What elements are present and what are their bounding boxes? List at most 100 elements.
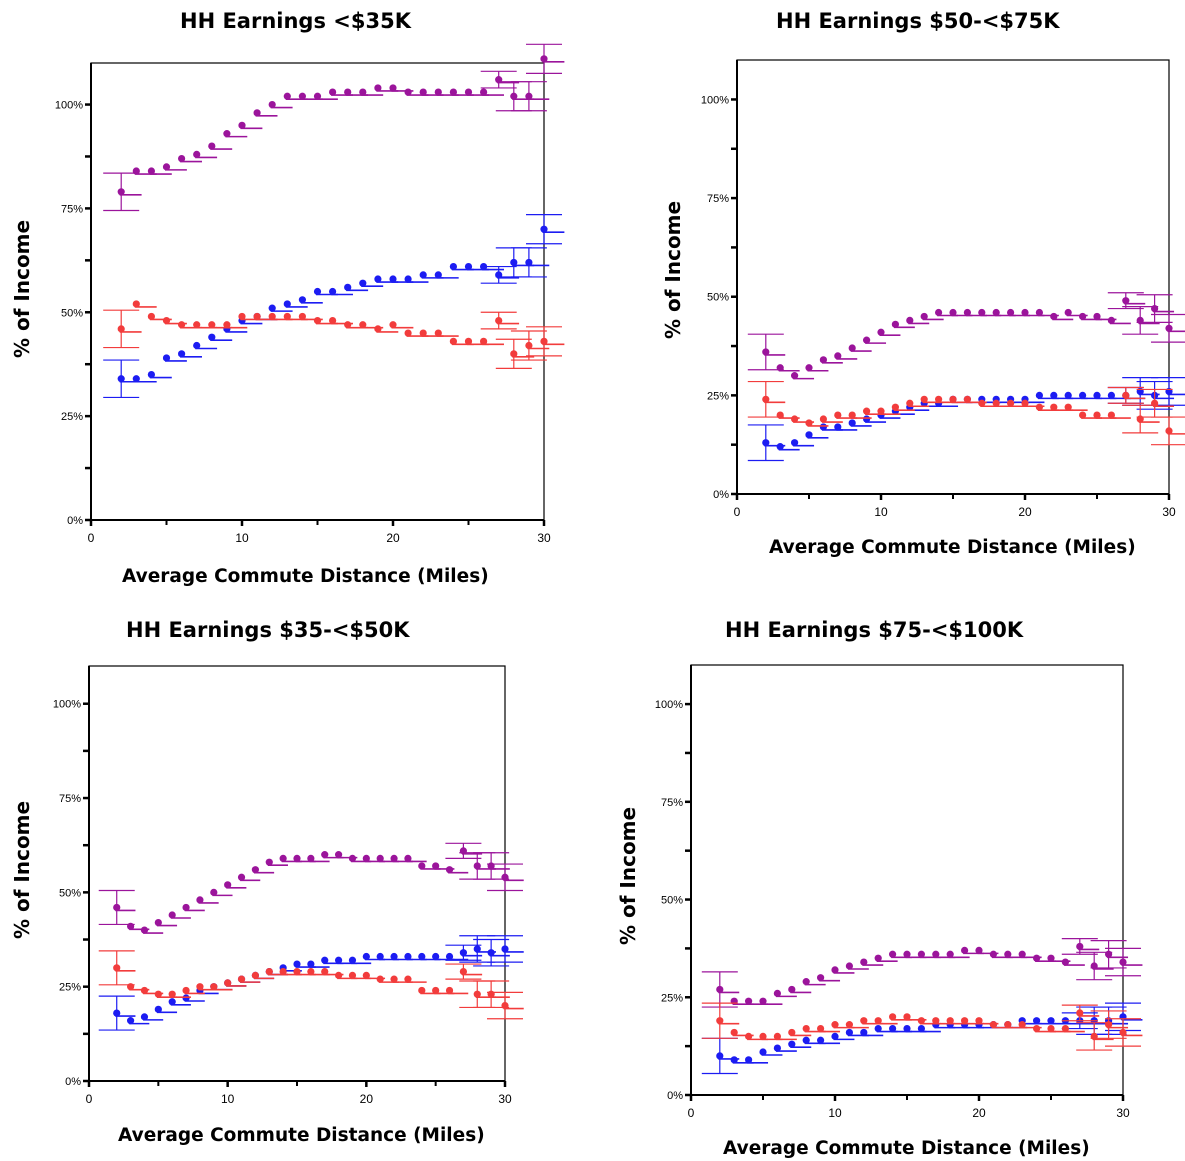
data-point (1107, 391, 1115, 399)
data-point (920, 312, 928, 321)
data-point (817, 1036, 825, 1044)
data-point (359, 321, 367, 329)
data-point (344, 283, 352, 291)
y-tick-label: 50% (707, 292, 729, 304)
data-point (1021, 308, 1029, 317)
data-point (716, 1052, 724, 1060)
y-tick-label: 25% (59, 982, 81, 994)
data-point (419, 88, 427, 96)
data-point (1105, 950, 1113, 958)
data-point (788, 985, 796, 994)
data-point (978, 308, 986, 317)
data-point (891, 320, 899, 328)
data-point (989, 1021, 997, 1029)
data-point (975, 1017, 983, 1025)
data-point (1064, 391, 1072, 399)
plot-frame (88, 665, 506, 1082)
data-point (432, 862, 440, 870)
y-tick-label: 100% (655, 699, 683, 711)
data-point (1035, 403, 1043, 411)
data-point (117, 188, 125, 196)
data-point (1151, 399, 1159, 407)
data-point (903, 950, 911, 958)
data-point (132, 167, 140, 175)
chart-title: HH Earnings <$35K (180, 9, 411, 33)
data-point (745, 1056, 753, 1064)
data-point (193, 150, 201, 158)
data-point (432, 986, 440, 995)
data-point (1079, 391, 1087, 399)
data-point (759, 997, 767, 1005)
data-point (716, 985, 724, 994)
data-point (434, 271, 442, 279)
data-point (834, 423, 842, 431)
data-point (113, 1009, 121, 1017)
data-point (344, 88, 352, 96)
data-point (776, 364, 784, 372)
y-tick-label: 25% (61, 411, 83, 423)
data-point (404, 88, 412, 96)
x-tick-label: 10 (221, 1092, 235, 1106)
data-point (963, 308, 971, 317)
data-point (432, 952, 440, 961)
data-point (1033, 1017, 1041, 1025)
data-point (1047, 1024, 1055, 1033)
data-point (127, 983, 135, 991)
data-point (1050, 312, 1058, 321)
data-point (321, 851, 329, 859)
y-tick-label: 100% (701, 94, 729, 106)
data-point (321, 956, 329, 964)
data-point (117, 375, 125, 383)
data-point (487, 990, 495, 998)
data-point (362, 952, 370, 961)
data-point (1033, 954, 1041, 962)
data-point (1035, 308, 1043, 317)
y-tick-label: 50% (61, 307, 83, 319)
data-point (762, 395, 770, 403)
data-point (860, 1017, 868, 1025)
data-point (874, 954, 882, 962)
scatter-plot-50-75k: 0% 25% 50% 75% 100% 0 10 20 30 (701, 59, 1185, 519)
data-point (877, 407, 885, 415)
data-point (848, 411, 856, 419)
data-point (917, 950, 925, 958)
data-point (210, 888, 218, 896)
data-point (848, 344, 856, 352)
data-point (831, 1032, 839, 1040)
data-point (1050, 403, 1058, 411)
data-point (404, 854, 412, 863)
y-axis-label: % of Income (10, 800, 34, 939)
data-point (307, 854, 315, 863)
data-point (805, 364, 813, 372)
data-point (935, 308, 943, 317)
data-point (223, 321, 231, 329)
data-point (237, 975, 246, 983)
data-point (182, 986, 190, 995)
y-tick-label: 75% (59, 793, 81, 805)
data-point (268, 312, 276, 321)
data-point (162, 316, 171, 325)
data-point (362, 971, 370, 979)
data-point (917, 1024, 925, 1033)
data-point (473, 945, 481, 953)
data-point (265, 967, 273, 976)
data-point (805, 419, 813, 427)
data-point (193, 321, 201, 329)
data-point (946, 1017, 954, 1025)
data-point (298, 312, 306, 321)
data-point (265, 858, 273, 866)
data-point (817, 1024, 825, 1033)
data-point (1076, 942, 1084, 951)
y-tick-label: 50% (661, 895, 683, 907)
data-point (773, 1032, 781, 1040)
x-tick-label: 0 (688, 1106, 695, 1120)
data-point (906, 399, 914, 407)
data-point (434, 88, 442, 96)
data-point (329, 316, 337, 325)
data-point (831, 966, 839, 974)
data-point (389, 275, 397, 283)
data-point (949, 308, 957, 317)
data-point (419, 271, 427, 279)
data-point (1093, 391, 1101, 399)
data-point (178, 350, 186, 358)
